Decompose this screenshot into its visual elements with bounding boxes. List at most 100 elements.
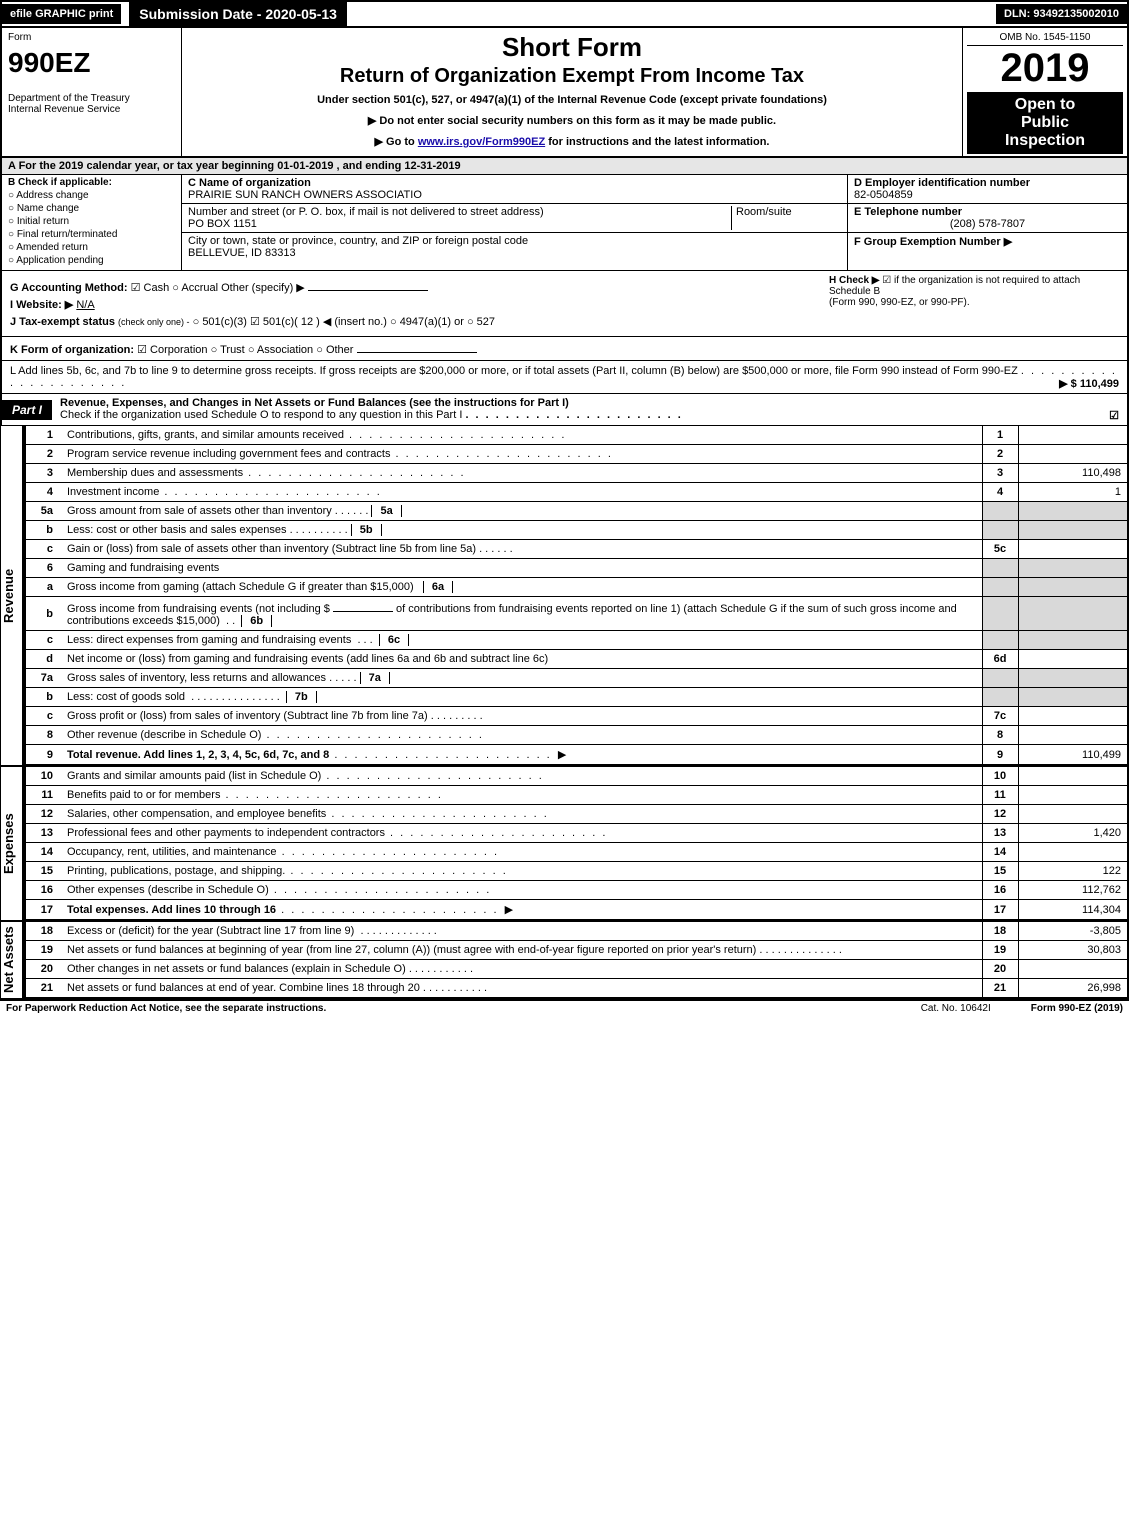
k-other-input[interactable]: [357, 341, 477, 353]
chk-amended-return[interactable]: Amended return: [8, 242, 175, 253]
table-row: 15 Printing, publications, postage, and s…: [25, 862, 1128, 881]
table-row: 21 Net assets or fund balances at end of …: [25, 979, 1128, 998]
d-ein-cell: D Employer identification number 82-0504…: [848, 175, 1127, 204]
chk-name-change[interactable]: Name change: [8, 203, 175, 214]
d-21: Net assets or fund balances at end of ye…: [67, 982, 420, 994]
ln-5b: b: [25, 521, 61, 540]
table-row: 11Benefits paid to or for members11: [25, 786, 1128, 805]
table-row: 5aGross amount from sale of assets other…: [25, 502, 1128, 521]
org-name: PRAIRIE SUN RANCH OWNERS ASSOCIATIO: [188, 189, 841, 201]
vlabel-revenue: Revenue: [0, 426, 24, 765]
6b-input[interactable]: [333, 600, 393, 612]
j-527[interactable]: 527: [467, 316, 495, 328]
table-row: 8Other revenue (describe in Schedule O)8: [25, 726, 1128, 745]
vlabel-expenses: Expenses: [0, 767, 24, 920]
k-trust[interactable]: Trust: [211, 344, 245, 356]
a-13: 1,420: [1018, 824, 1128, 843]
nc-8: 8: [982, 726, 1018, 745]
j-4947[interactable]: 4947(a)(1) or: [390, 316, 464, 328]
table-row: 4Investment income41: [25, 483, 1128, 502]
a-19: 30,803: [1018, 941, 1128, 960]
nc-1: 1: [982, 426, 1018, 445]
nc-11: 11: [982, 786, 1018, 805]
d-17: Total expenses. Add lines 10 through 16: [67, 904, 276, 916]
d-14: Occupancy, rent, utilities, and maintena…: [67, 846, 277, 858]
j-501c[interactable]: 501(c)( 12 ) ◀ (insert no.): [250, 316, 387, 328]
a-2: [1018, 445, 1128, 464]
j-501c3[interactable]: 501(c)(3): [193, 316, 247, 328]
d-9: Total revenue. Add lines 1, 2, 3, 4, 5c,…: [67, 749, 329, 761]
k-other[interactable]: Other: [316, 344, 353, 356]
table-row: 14Occupancy, rent, utilities, and mainte…: [25, 843, 1128, 862]
ln-20: 20: [25, 960, 61, 979]
part1-title-text: Revenue, Expenses, and Changes in Net As…: [60, 397, 569, 409]
g-other[interactable]: Other (specify) ▶: [221, 282, 305, 294]
ln-5c: c: [25, 540, 61, 559]
i-label: I Website: ▶: [10, 299, 73, 311]
header-right: OMB No. 1545-1150 2019 Open to Public In…: [962, 28, 1127, 156]
ln-4: 4: [25, 483, 61, 502]
ln-10: 10: [25, 767, 61, 786]
a-14: [1018, 843, 1128, 862]
d-4: Investment income: [67, 486, 159, 498]
city-value: BELLEVUE, ID 83313: [188, 247, 841, 259]
g-accrual[interactable]: Accrual: [172, 282, 218, 294]
c-street-cell: Number and street (or P. O. box, if mail…: [182, 204, 847, 233]
l-text: L Add lines 5b, 6c, and 7b to line 9 to …: [10, 365, 1018, 377]
l-amount: ▶ $ 110,499: [1059, 377, 1119, 390]
nc-18: 18: [982, 922, 1018, 941]
goto-line: ▶ Go to www.irs.gov/Form990EZ for instru…: [188, 135, 956, 148]
form-number: 990EZ: [8, 47, 175, 79]
netassets-section: Net Assets 18Excess or (deficit) for the…: [0, 920, 1129, 1000]
submission-date: Submission Date - 2020-05-13: [129, 2, 347, 26]
a-8: [1018, 726, 1128, 745]
open3: Inspection: [969, 132, 1121, 150]
a-3: 110,498: [1018, 464, 1128, 483]
d-15: Printing, publications, postage, and shi…: [67, 865, 285, 877]
ln-2: 2: [25, 445, 61, 464]
d-6a: Gross income from gaming (attach Schedul…: [67, 581, 414, 593]
h-sub: (Form 990, 990-EZ, or 990-PF).: [829, 297, 970, 308]
a-5c: [1018, 540, 1128, 559]
chk-application-pending[interactable]: Application pending: [8, 255, 175, 266]
footer-catno: Cat. No. 10642I: [921, 1003, 991, 1014]
part1-schedule-o-check[interactable]: [1109, 409, 1119, 422]
chk-address-change[interactable]: Address change: [8, 190, 175, 201]
g-other-input[interactable]: [308, 279, 428, 291]
table-row: bLess: cost or other basis and sales exp…: [25, 521, 1128, 540]
a-4: 1: [1018, 483, 1128, 502]
ln-5a: 5a: [25, 502, 61, 521]
nc-7a: [982, 669, 1018, 688]
street-label: Number and street (or P. O. box, if mail…: [188, 206, 731, 218]
table-row: 17Total expenses. Add lines 10 through 1…: [25, 900, 1128, 920]
k-corp[interactable]: Corporation: [137, 344, 207, 356]
return-title: Return of Organization Exempt From Incom…: [188, 65, 956, 88]
a-18: -3,805: [1018, 922, 1128, 941]
h-checkbox[interactable]: [882, 275, 894, 286]
k-assoc[interactable]: Association: [248, 344, 313, 356]
g-cash[interactable]: Cash: [131, 282, 170, 294]
a-6c: [1018, 631, 1128, 650]
a-6b: [1018, 597, 1128, 631]
table-row: 12Salaries, other compensation, and empl…: [25, 805, 1128, 824]
ln-15: 15: [25, 862, 61, 881]
nc-21: 21: [982, 979, 1018, 998]
d-5c: Gain or (loss) from sale of assets other…: [67, 543, 476, 555]
irs-link[interactable]: www.irs.gov/Form990EZ: [418, 136, 545, 148]
j-note: (check only one) -: [118, 317, 190, 327]
short-form-title: Short Form: [188, 32, 956, 63]
d-11: Benefits paid to or for members: [67, 789, 220, 801]
chk-initial-return[interactable]: Initial return: [8, 216, 175, 227]
d-13: Professional fees and other payments to …: [67, 827, 385, 839]
chk-final-return[interactable]: Final return/terminated: [8, 229, 175, 240]
revenue-section: Revenue 1Contributions, gifts, grants, a…: [0, 426, 1129, 765]
form-header: Form 990EZ Department of the Treasury In…: [0, 28, 1129, 158]
ln-13: 13: [25, 824, 61, 843]
table-row: 2 Program service revenue including gover…: [25, 445, 1128, 464]
part1-title: Revenue, Expenses, and Changes in Net As…: [52, 394, 1127, 425]
d-2: Program service revenue including govern…: [67, 448, 390, 460]
ln-7c: c: [25, 707, 61, 726]
a-7a: [1018, 669, 1128, 688]
efile-print[interactable]: efile GRAPHIC print: [2, 4, 121, 24]
d-3: Membership dues and assessments: [67, 467, 243, 479]
